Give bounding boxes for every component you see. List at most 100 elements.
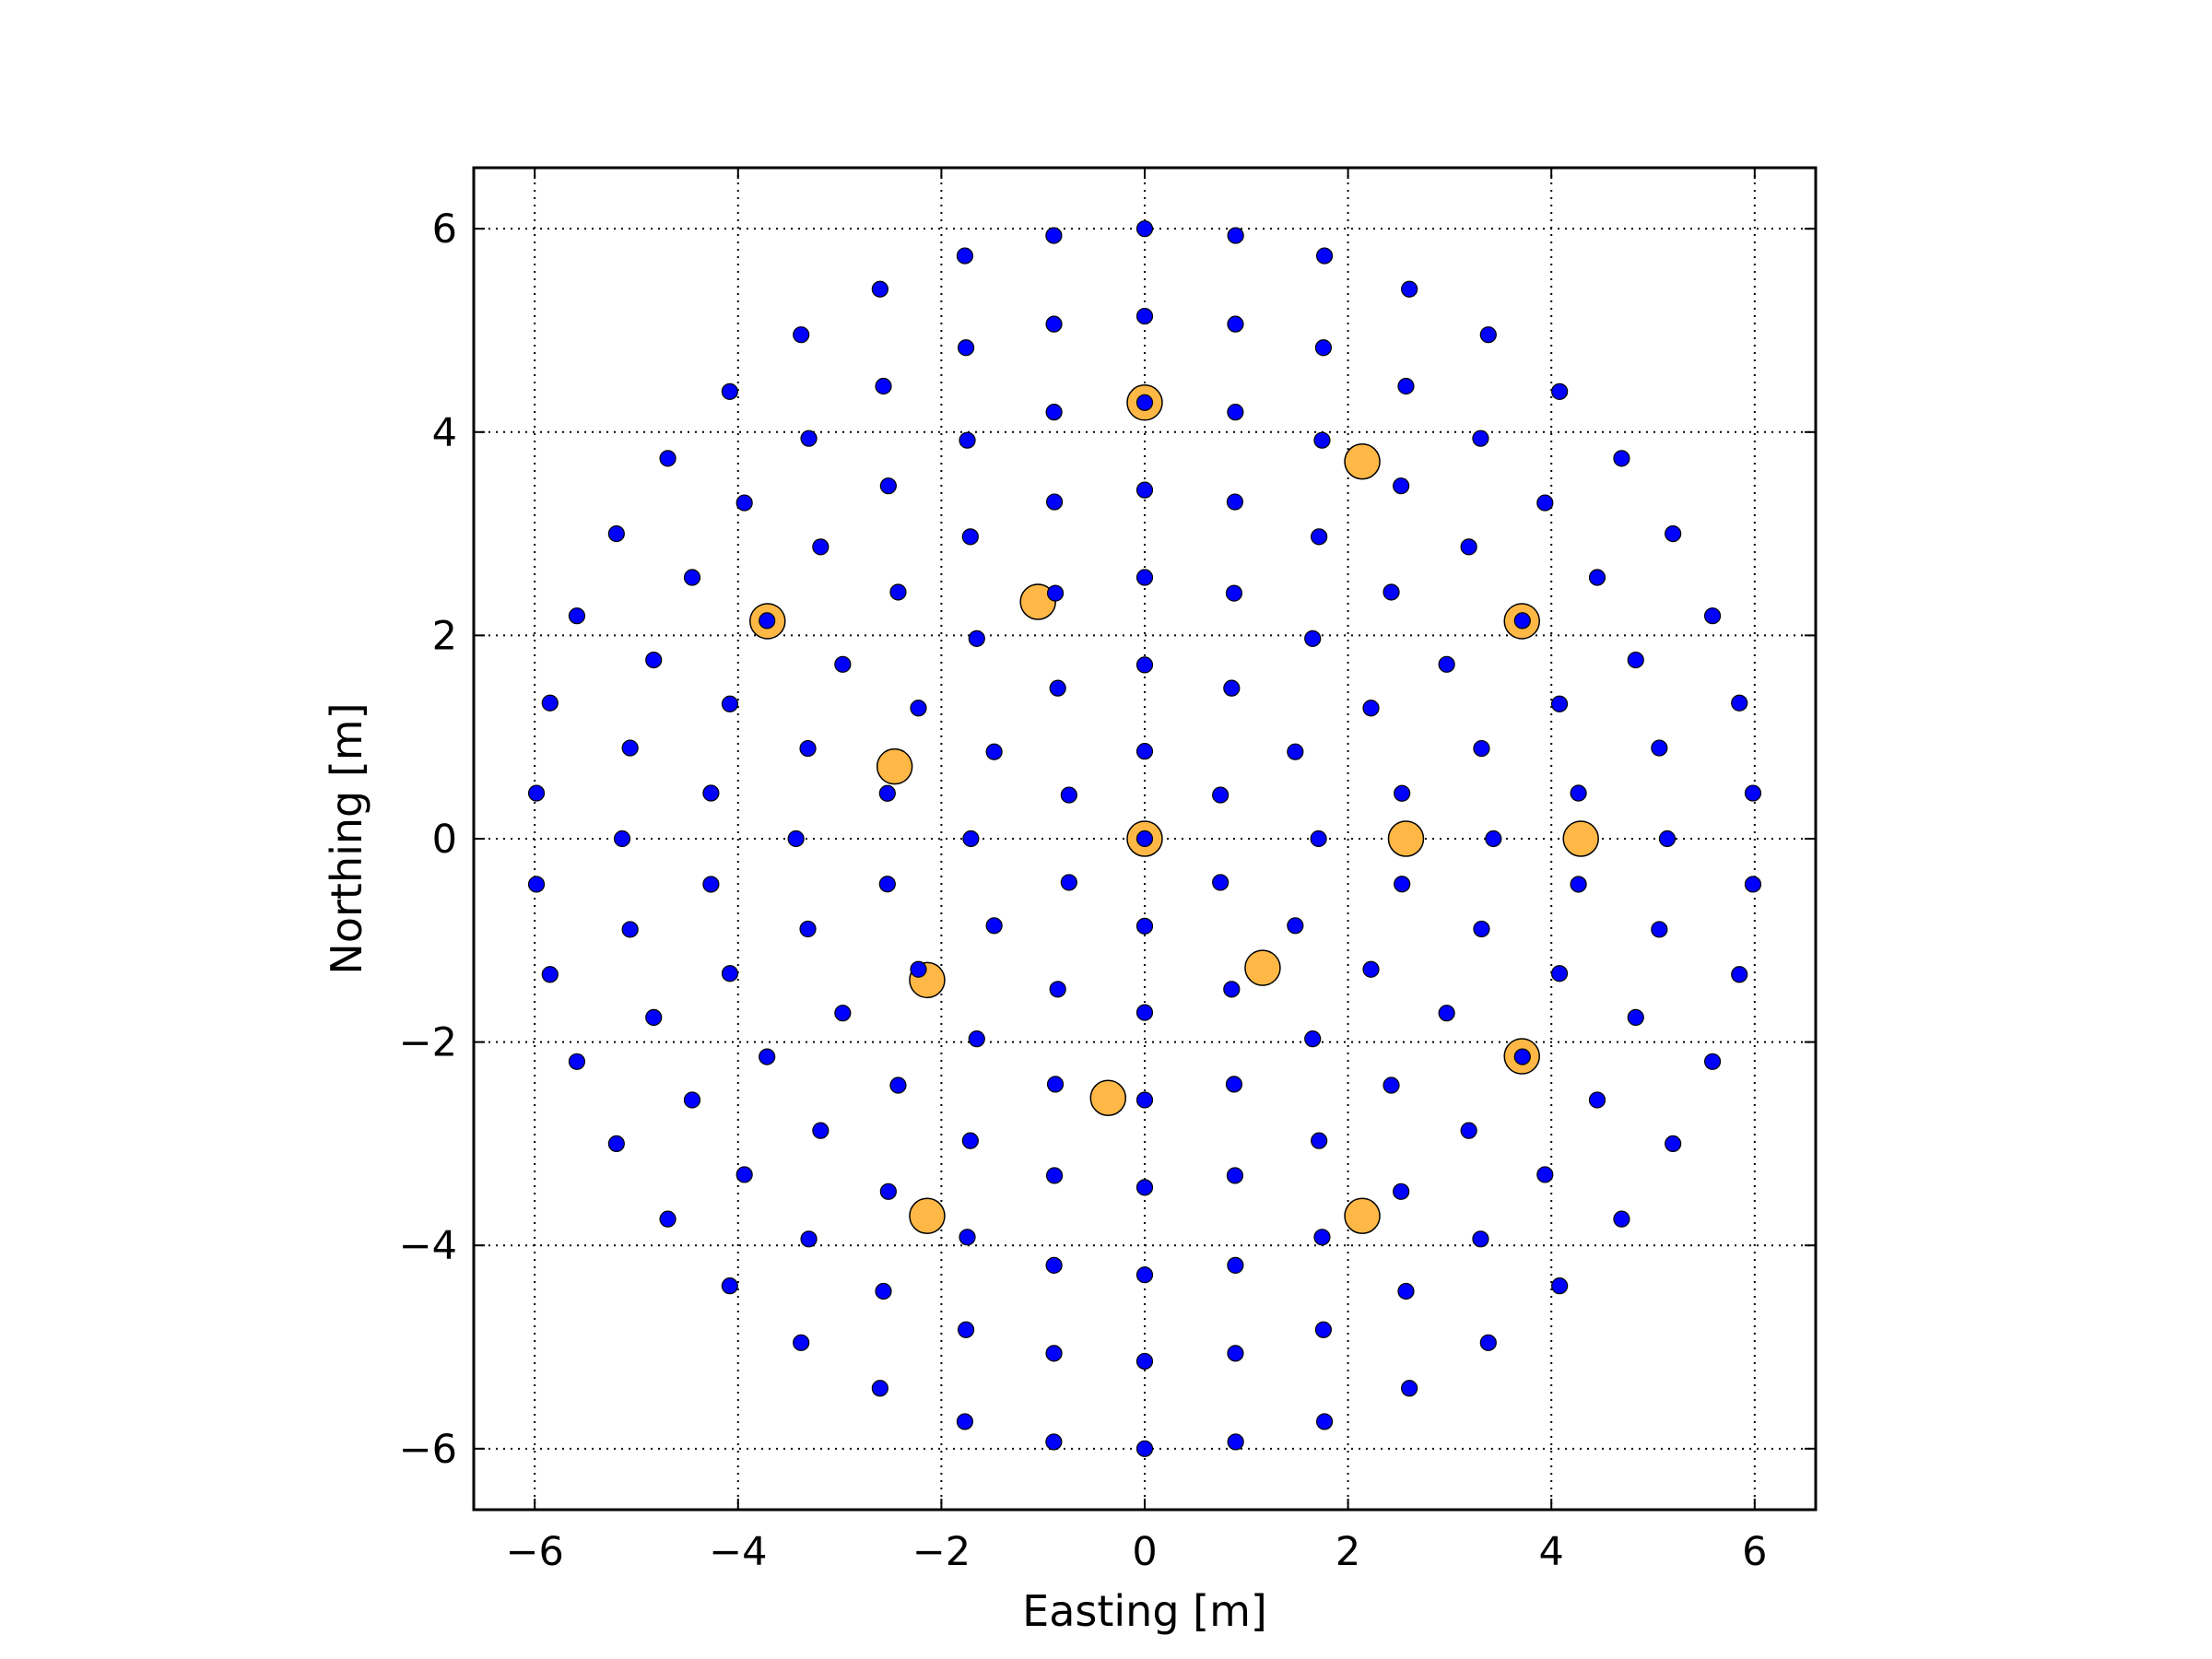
data-point <box>1135 220 1154 238</box>
data-point <box>1045 1345 1063 1362</box>
data-point <box>1627 1008 1644 1027</box>
data-point <box>1588 1091 1606 1109</box>
data-point <box>1227 1433 1244 1451</box>
data-point <box>1227 404 1244 421</box>
highlight-point <box>1019 583 1056 620</box>
data-point <box>959 1229 976 1246</box>
data-point <box>735 494 753 512</box>
data-point <box>1460 538 1477 556</box>
data-point <box>1313 431 1331 449</box>
data-point <box>1665 524 1682 543</box>
data-point <box>1397 377 1415 395</box>
data-point <box>1287 917 1304 935</box>
data-point <box>1045 404 1063 421</box>
data-point <box>1045 1433 1063 1451</box>
data-point <box>721 695 739 712</box>
data-point <box>1627 651 1644 669</box>
data-point <box>1135 656 1154 674</box>
data-point <box>1438 1005 1455 1022</box>
y-tick-label: −2 <box>399 1020 457 1066</box>
data-point <box>1536 494 1554 512</box>
data-point <box>1135 1004 1154 1021</box>
data-point <box>541 694 559 712</box>
data-point <box>1651 921 1668 938</box>
data-point <box>1227 1345 1244 1362</box>
x-tick-label: 6 <box>1742 1529 1767 1575</box>
x-axis-label: Easting [m] <box>1022 1586 1267 1636</box>
data-point <box>1485 830 1502 848</box>
data-point <box>787 830 805 848</box>
data-point <box>875 1282 892 1300</box>
data-point <box>1703 1053 1722 1070</box>
data-point <box>1744 876 1762 893</box>
data-point <box>1135 1179 1154 1196</box>
data-point <box>1703 607 1722 625</box>
data-point <box>683 569 701 586</box>
data-point <box>812 1122 830 1139</box>
data-point <box>1473 920 1490 938</box>
data-point <box>1135 1091 1154 1109</box>
data-point <box>1311 528 1328 546</box>
highlight-point <box>1244 949 1281 986</box>
data-point <box>889 1077 907 1094</box>
data-point <box>621 739 639 757</box>
data-point <box>968 629 985 647</box>
data-point <box>1362 700 1380 717</box>
data-point <box>800 1230 818 1248</box>
data-point <box>1045 1256 1063 1274</box>
data-point <box>1310 830 1327 848</box>
data-point <box>1570 784 1587 802</box>
data-point <box>1479 1334 1497 1351</box>
data-point <box>871 280 888 298</box>
x-tick-label: −6 <box>505 1529 563 1575</box>
data-point <box>1472 1230 1489 1248</box>
data-point <box>645 1008 663 1027</box>
data-point <box>607 524 625 543</box>
data-point <box>957 1321 975 1338</box>
data-point <box>834 1005 852 1022</box>
data-point <box>1550 965 1569 982</box>
data-point <box>1045 1167 1064 1184</box>
data-point <box>1223 679 1241 697</box>
data-point <box>1665 1135 1682 1153</box>
data-point <box>959 431 976 449</box>
data-point <box>878 784 896 802</box>
data-point <box>985 917 1003 935</box>
data-point <box>1479 326 1497 344</box>
data-point <box>1551 382 1569 400</box>
data-point <box>889 583 907 601</box>
data-point <box>1513 1048 1531 1065</box>
data-point <box>1046 1076 1065 1093</box>
highlight-point <box>909 1197 946 1234</box>
data-point <box>568 607 586 625</box>
data-point <box>985 743 1003 760</box>
data-point <box>1135 569 1154 586</box>
data-point <box>721 382 738 400</box>
x-tick-label: 2 <box>1335 1529 1360 1575</box>
data-point <box>1460 1122 1477 1139</box>
data-point <box>1536 1166 1554 1183</box>
data-point <box>1226 493 1244 511</box>
data-point <box>1744 784 1762 802</box>
data-point <box>1227 1256 1244 1274</box>
data-point <box>1304 629 1322 647</box>
data-point <box>812 538 830 556</box>
data-point <box>1315 1413 1334 1430</box>
data-point <box>721 965 739 982</box>
y-tick-label: −4 <box>399 1223 457 1269</box>
data-markers <box>527 220 1762 1457</box>
data-point <box>702 784 720 802</box>
highlight-point <box>1344 443 1381 480</box>
data-point <box>799 739 817 758</box>
data-point <box>1393 477 1410 495</box>
data-point <box>1045 227 1063 244</box>
data-point <box>1401 1380 1418 1397</box>
data-point <box>878 876 896 893</box>
data-point <box>1045 315 1063 333</box>
data-point <box>1382 1077 1400 1094</box>
data-point <box>607 1135 625 1153</box>
data-point <box>800 429 818 447</box>
data-point <box>759 1048 776 1065</box>
data-point <box>1472 429 1489 447</box>
data-point <box>1651 739 1668 757</box>
